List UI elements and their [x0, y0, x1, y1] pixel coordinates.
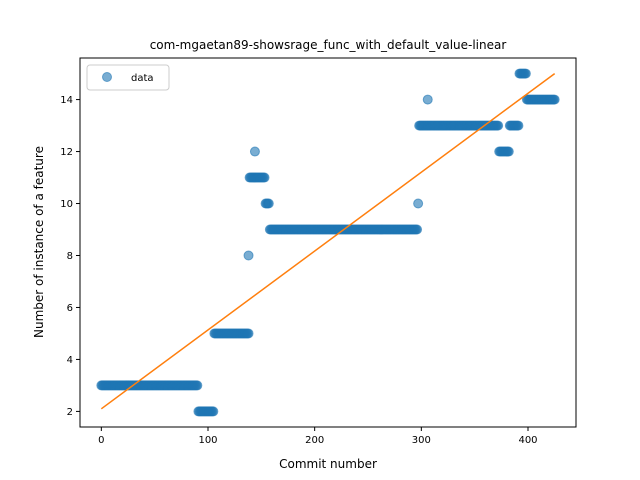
x-tick-label: 300: [412, 435, 431, 446]
legend-box: [86, 64, 170, 91]
y-tick-label: 12: [60, 147, 73, 158]
y-tick-label: 8: [67, 251, 73, 262]
x-tick-label: 400: [518, 435, 537, 446]
data-point: [422, 94, 433, 105]
y-tick-label: 14: [60, 95, 73, 106]
plot-frame: [79, 57, 577, 428]
data-point: [413, 198, 424, 209]
chart-title: com-mgaetan89-showsrage_func_with_defaul…: [150, 38, 507, 52]
legend: data: [86, 64, 170, 91]
y-axis-label: Number of instance of a feature: [32, 146, 46, 338]
data-point: [259, 172, 270, 183]
data-point: [503, 146, 514, 157]
scatter-points: [96, 68, 560, 417]
fit-line: [100, 72, 556, 410]
data-point: [243, 250, 254, 261]
legend-marker: [102, 72, 112, 82]
fit-line-group: [100, 72, 556, 410]
data-point: [520, 68, 531, 79]
x-tick-label: 100: [198, 435, 217, 446]
x-tick-label: 0: [98, 435, 104, 446]
y-tick-label: 10: [60, 199, 73, 210]
y-tick-label: 4: [67, 355, 73, 366]
data-point: [263, 198, 274, 209]
data-point: [192, 380, 203, 391]
data-point: [249, 146, 260, 157]
data-point: [549, 94, 560, 105]
x-tick-label: 200: [305, 435, 324, 446]
data-point: [412, 224, 423, 235]
x-axis-label: Commit number: [279, 457, 377, 471]
y-tick-label: 2: [67, 407, 73, 418]
y-tick-label: 6: [67, 303, 73, 314]
y-axis-ticks: 2 4 6 8 10 12 14: [60, 95, 80, 418]
legend-label-data: data: [131, 73, 154, 84]
data-point: [513, 120, 524, 131]
data-point: [493, 120, 504, 131]
data-point: [243, 328, 254, 339]
x-axis-ticks: 0 100 200 300 400: [98, 427, 538, 446]
data-point: [208, 406, 219, 417]
